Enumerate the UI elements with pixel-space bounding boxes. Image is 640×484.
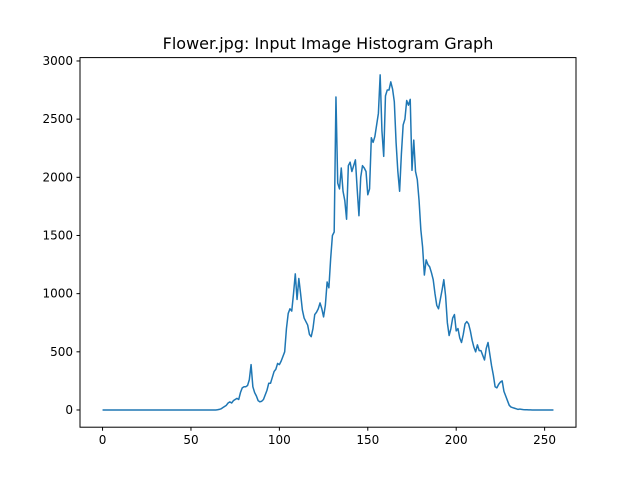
x-tick-label: 200	[445, 433, 468, 447]
y-tick-label: 500	[50, 345, 73, 359]
x-tick-label: 50	[183, 433, 198, 447]
x-tick-label: 150	[356, 433, 379, 447]
y-tick-label: 2000	[42, 170, 73, 184]
x-tick-label: 0	[99, 433, 107, 447]
y-tick-label: 2500	[42, 112, 73, 126]
data-line	[102, 74, 554, 411]
y-tick-label: 0	[65, 403, 73, 417]
chart-title: Flower.jpg: Input Image Histogram Graph	[163, 34, 494, 53]
y-tick-label: 1000	[42, 287, 73, 301]
plot-frame	[79, 57, 577, 428]
y-tick-label: 3000	[42, 54, 73, 68]
x-tick-label: 250	[533, 433, 556, 447]
x-tick-label: 100	[268, 433, 291, 447]
y-tick-label: 1500	[42, 228, 73, 242]
